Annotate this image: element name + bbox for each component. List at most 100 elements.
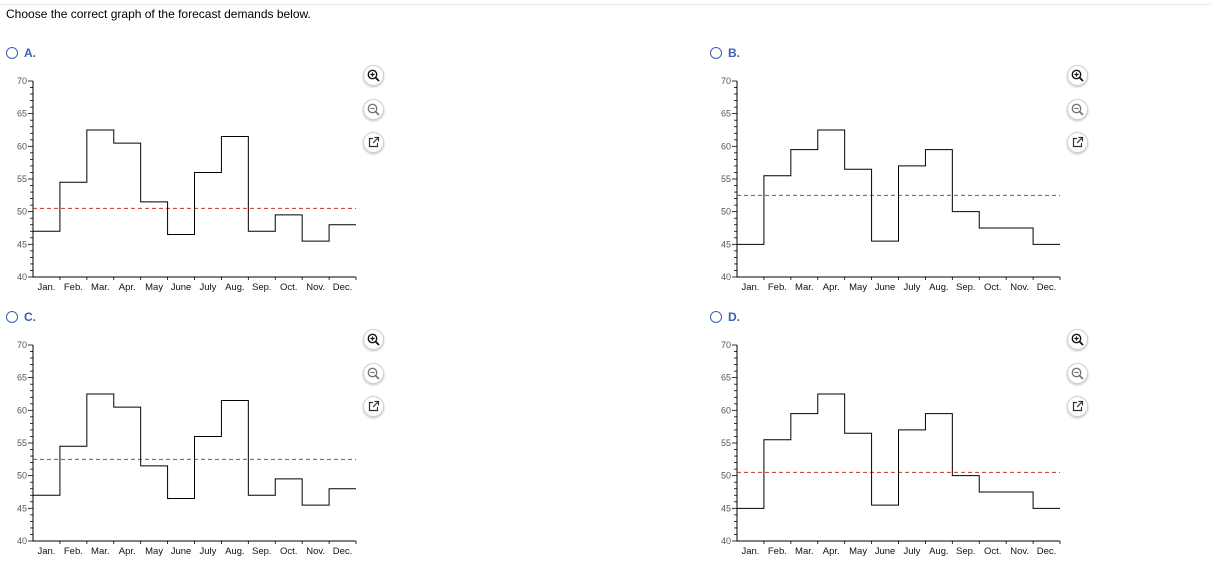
radio-button[interactable]	[6, 311, 18, 323]
y-tick-label: 50	[721, 471, 731, 481]
zoom-in-button[interactable]	[363, 329, 384, 350]
x-tick-label: Feb.	[768, 546, 787, 557]
x-tick-label: July	[200, 546, 217, 557]
zoom-out-button[interactable]	[1067, 363, 1088, 384]
option-letter: A.	[24, 46, 36, 60]
x-tick-label: Jan.	[741, 546, 759, 557]
demand-step-line	[33, 129, 356, 242]
demand-step-line	[737, 393, 1060, 509]
zoom-out-icon	[1071, 367, 1084, 380]
x-tick-label: Oct.	[280, 282, 297, 293]
x-tick-label: May	[145, 282, 163, 293]
x-tick-label: Jan.	[37, 546, 55, 557]
x-tick-label: Apr.	[119, 546, 136, 557]
y-tick-label: 60	[17, 141, 27, 151]
zoom-out-button[interactable]	[363, 99, 384, 120]
zoom-out-button[interactable]	[363, 363, 384, 384]
demand-step-line	[33, 393, 356, 506]
x-tick-label: June	[875, 546, 896, 557]
popout-button[interactable]	[363, 396, 384, 417]
x-tick-label: Nov.	[306, 546, 325, 557]
y-tick-label: 60	[17, 405, 27, 415]
zoom-out-icon	[1071, 103, 1084, 116]
x-tick-label: June	[171, 282, 192, 293]
top-divider	[0, 4, 1211, 5]
question-text: Choose the correct graph of the forecast…	[6, 7, 311, 21]
x-tick-label: Nov.	[1010, 546, 1029, 557]
option-b-select[interactable]: B.	[710, 45, 740, 61]
y-tick-label: 70	[721, 76, 731, 86]
chart-d: 40 45 50 55 60 65 70 Jan. Feb. Mar. Apr. May June Jul…	[721, 340, 1061, 557]
chart-a: 40 45 50 55 60 65 70 Jan. Feb. Mar. Apr. May June Jul…	[17, 76, 357, 293]
radio-button[interactable]	[6, 47, 18, 59]
y-tick-label: 55	[721, 438, 731, 448]
popout-icon	[368, 400, 380, 412]
popout-button[interactable]	[1067, 396, 1088, 417]
x-tick-label: Sep.	[956, 282, 976, 293]
y-tick-label: 70	[17, 340, 27, 350]
zoom-in-button[interactable]	[1067, 65, 1088, 86]
x-tick-label: Oct.	[280, 546, 297, 557]
x-tick-label: May	[849, 546, 867, 557]
x-tick-label: June	[875, 282, 896, 293]
y-tick-label: 40	[721, 272, 731, 282]
zoom-in-icon	[367, 69, 380, 82]
y-tick-label: 55	[17, 174, 27, 184]
x-tick-label: Aug.	[225, 282, 245, 293]
y-tick-label: 50	[17, 207, 27, 217]
y-tick-label: 45	[17, 239, 27, 249]
option-c-select[interactable]: C.	[6, 309, 36, 325]
zoom-out-icon	[367, 367, 380, 380]
x-tick-label: Nov.	[306, 282, 325, 293]
x-tick-label: Nov.	[1010, 282, 1029, 293]
x-tick-label: Jan.	[741, 282, 759, 293]
option-letter: C.	[24, 310, 36, 324]
zoom-in-button[interactable]	[363, 65, 384, 86]
x-tick-label: Sep.	[252, 546, 272, 557]
zoom-in-icon	[1071, 69, 1084, 82]
y-tick-label: 65	[721, 373, 731, 383]
x-tick-label: July	[904, 546, 921, 557]
y-tick-label: 40	[721, 536, 731, 546]
option-letter: D.	[728, 310, 740, 324]
x-tick-label: Dec.	[333, 546, 353, 557]
x-tick-label: Mar.	[795, 282, 813, 293]
x-tick-label: Mar.	[91, 546, 109, 557]
popout-icon	[1072, 400, 1084, 412]
y-tick-label: 60	[721, 405, 731, 415]
x-tick-label: Feb.	[64, 282, 83, 293]
y-tick-label: 45	[721, 503, 731, 513]
option-a-select[interactable]: A.	[6, 45, 36, 61]
zoom-in-icon	[1071, 333, 1084, 346]
x-tick-label: Mar.	[795, 546, 813, 557]
y-tick-label: 60	[721, 141, 731, 151]
y-tick-label: 50	[721, 207, 731, 217]
zoom-in-icon	[367, 333, 380, 346]
radio-button[interactable]	[710, 47, 722, 59]
x-tick-label: July	[200, 282, 217, 293]
popout-icon	[1072, 136, 1084, 148]
y-tick-label: 40	[17, 272, 27, 282]
zoom-out-button[interactable]	[1067, 99, 1088, 120]
y-tick-label: 65	[17, 109, 27, 119]
x-tick-label: Mar.	[91, 282, 109, 293]
popout-icon	[368, 136, 380, 148]
option-d-select[interactable]: D.	[710, 309, 740, 325]
radio-button[interactable]	[710, 311, 722, 323]
zoom-in-button[interactable]	[1067, 329, 1088, 350]
y-tick-label: 70	[17, 76, 27, 86]
x-tick-label: Apr.	[119, 282, 136, 293]
popout-button[interactable]	[1067, 132, 1088, 153]
option-b: B. 40 45 50 55 60 65 70 Jan. Feb. Mar. Apr. May June…	[710, 45, 1211, 301]
x-tick-label: Aug.	[225, 546, 245, 557]
y-tick-label: 55	[17, 438, 27, 448]
x-tick-label: Aug.	[929, 546, 949, 557]
y-tick-label: 45	[17, 503, 27, 513]
x-tick-label: June	[171, 546, 192, 557]
chart-c: 40 45 50 55 60 65 70 Jan. Feb. Mar. Apr. May June Jul…	[17, 340, 357, 557]
option-c: C. 40 45 50 55 60 65 70 Jan. Feb. Mar. Apr. May June…	[6, 309, 566, 565]
y-tick-label: 70	[721, 340, 731, 350]
y-tick-label: 55	[721, 174, 731, 184]
y-tick-label: 45	[721, 239, 731, 249]
popout-button[interactable]	[363, 132, 384, 153]
